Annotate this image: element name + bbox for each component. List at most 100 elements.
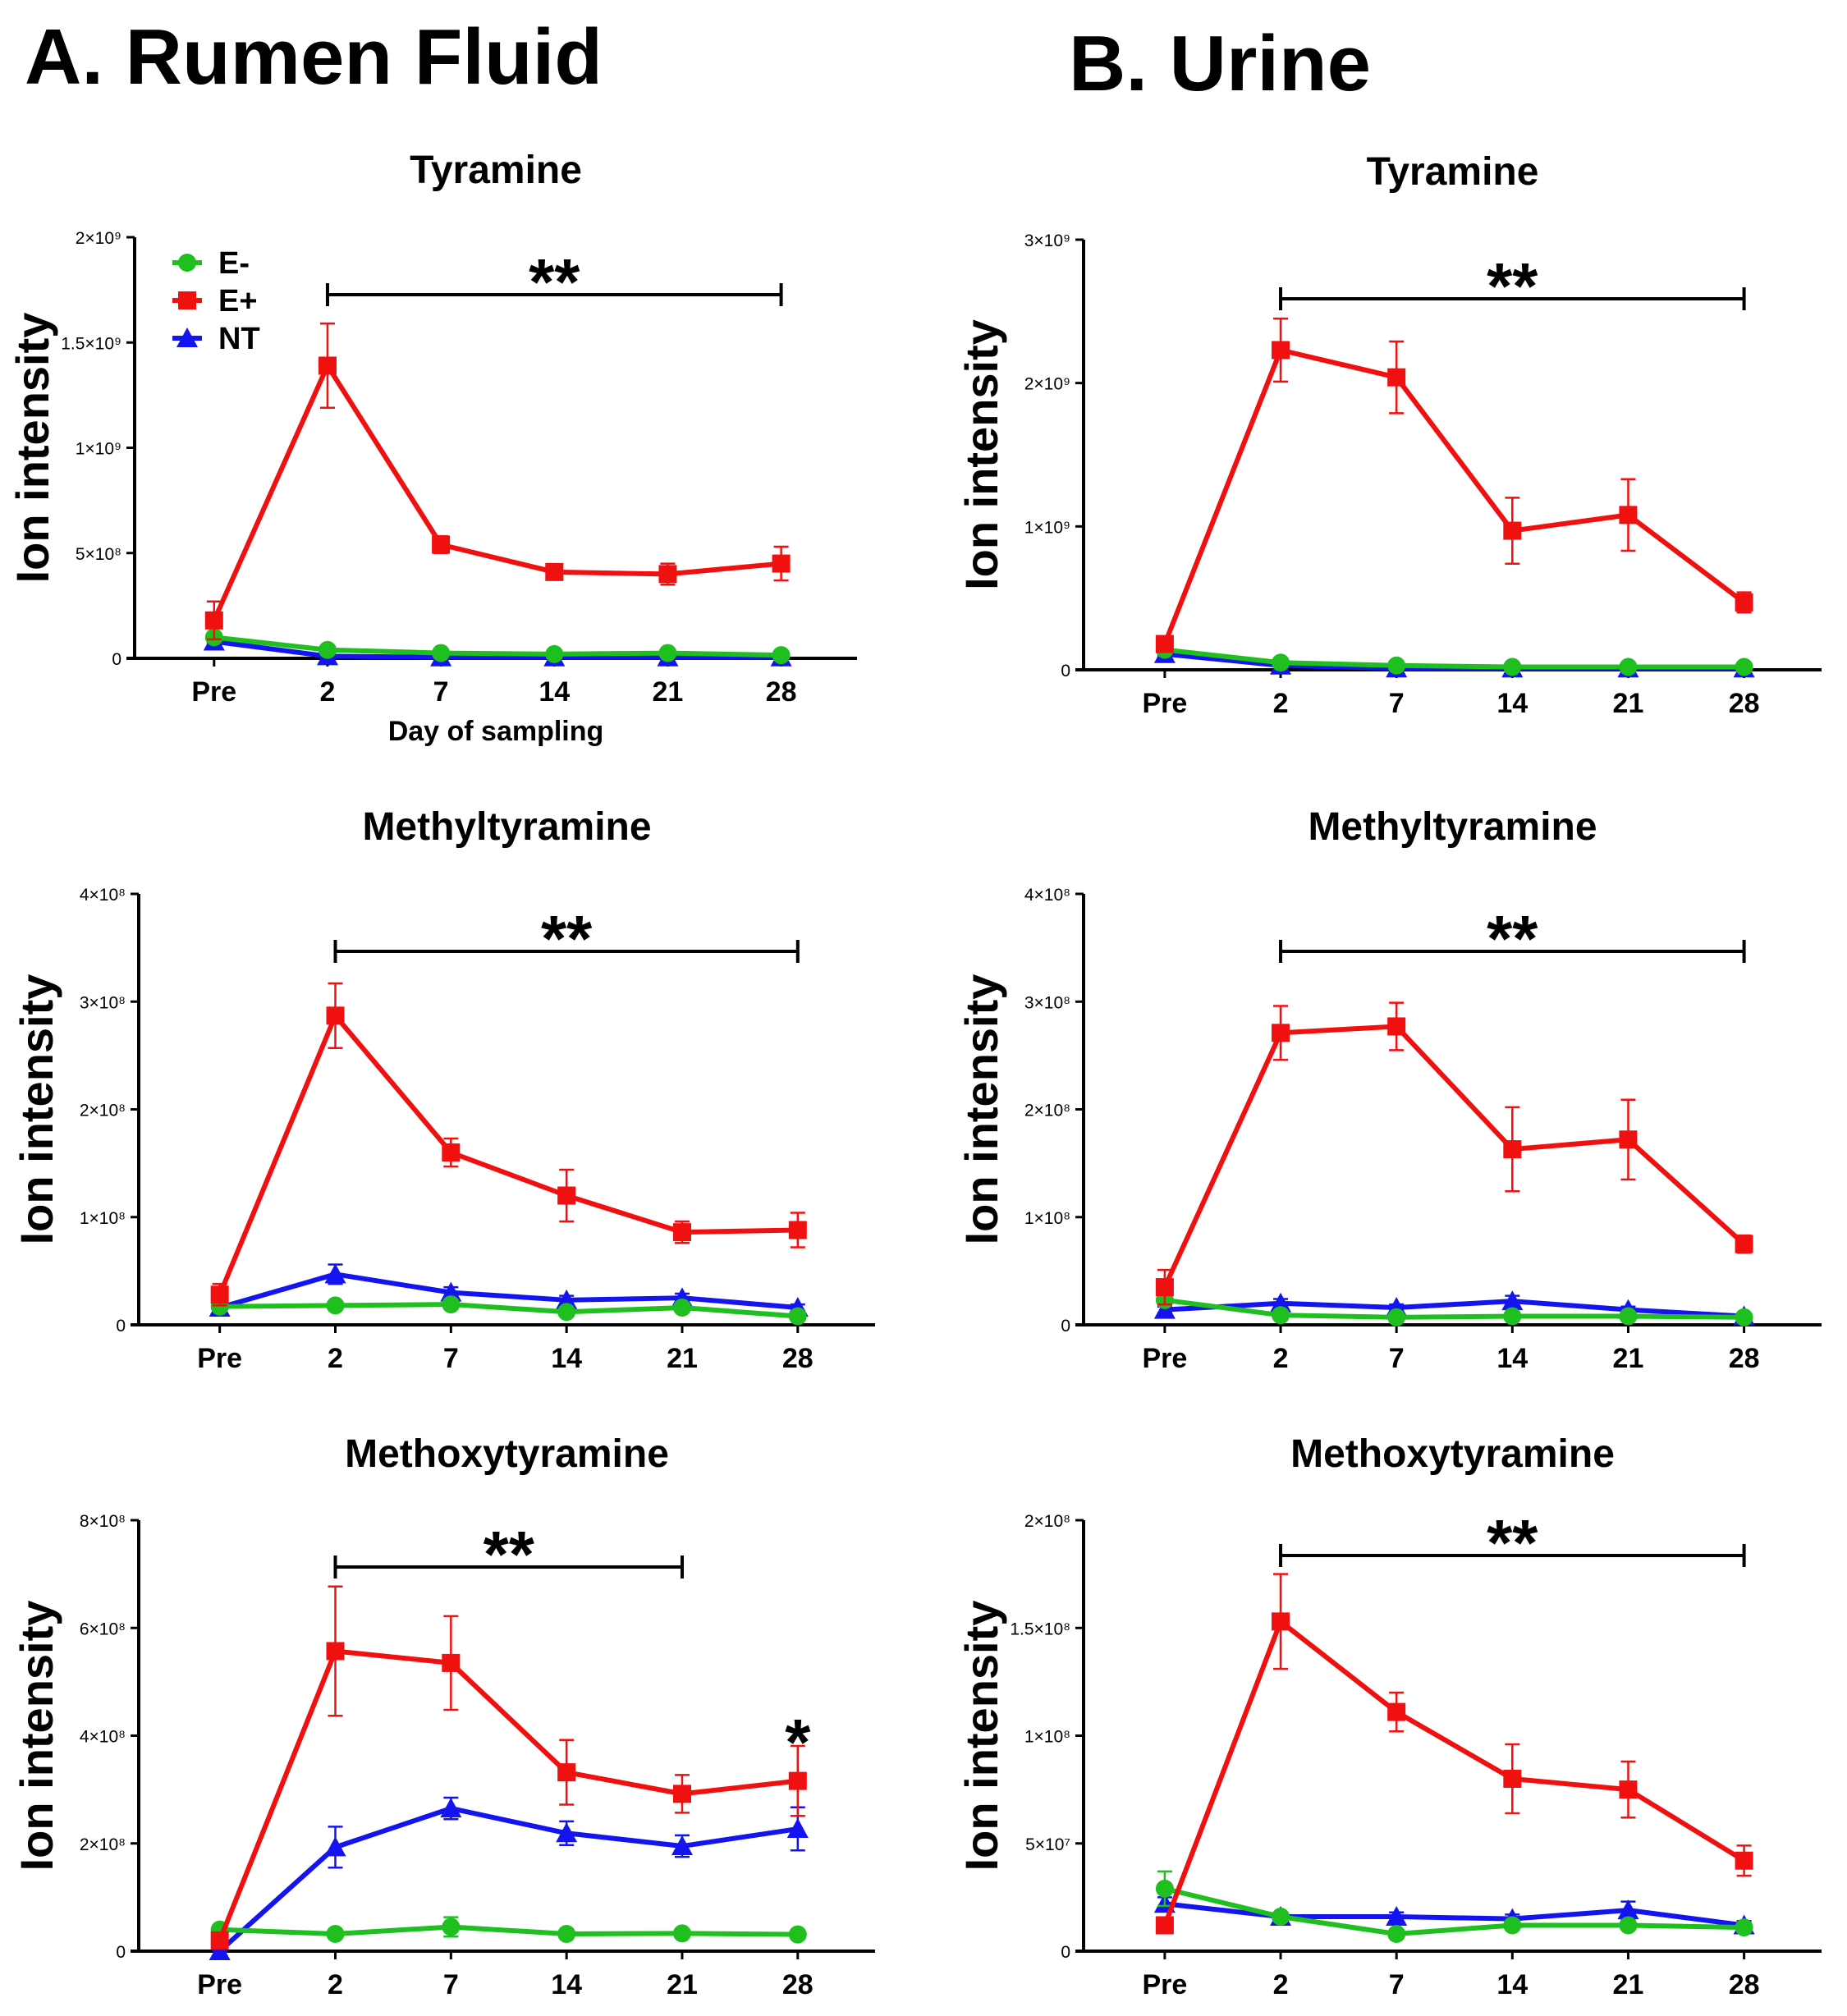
data-point [1386,1906,1408,1926]
series-line [217,1013,798,1296]
y-tick-label: 0 [116,1943,126,1962]
legend-square-icon [178,291,196,309]
data-point [440,1281,462,1302]
x-tick-label: 21 [667,1343,698,1374]
chart-a-tyramine: Tyramine Ion intensity Day of sampling 0 5×1… [7,149,857,747]
significance-label: ** [1487,902,1538,975]
significance-label: ** [484,1518,535,1591]
data-point [1503,1916,1522,1935]
data-point [1501,1290,1524,1311]
series-eplus [204,322,791,641]
series-line [1162,347,1746,645]
y-tick-label: 1×10⁹ [1024,518,1070,537]
data-point [672,1785,691,1803]
y-tick-label: 3×10⁹ [1024,231,1070,250]
y-tick-label: 3×10⁸ [1024,993,1070,1012]
series-line [1162,1024,1746,1289]
legend-label: E- [218,246,250,281]
data-point [1387,1308,1406,1326]
data-point [1619,1307,1638,1326]
data-point [557,1186,576,1205]
data-point [1270,1292,1292,1313]
series-eminus [1155,1290,1753,1326]
series-eminus [1155,1870,1753,1943]
chart-title: Methoxytyramine [345,1432,669,1476]
data-point [658,644,677,662]
y-tick-label: 5×10⁸ [76,545,121,564]
legend-circle-icon [178,254,196,272]
data-point [442,1143,461,1161]
data-point [1503,1140,1522,1159]
series-nt [203,630,792,667]
data-point [672,1223,691,1242]
chart-b-methoxytyramine: Methoxytyramine Ion intensity 0 5×10⁷ 1×10⁸ 1… [956,1432,1822,2000]
significance-label: ** [541,902,593,975]
significance-label: * [785,1706,811,1779]
data-point [209,1940,231,1960]
data-point [1387,1925,1406,1943]
data-point [1503,1770,1522,1788]
data-point [210,1285,229,1304]
data-point [658,565,677,584]
y-tick-label: 4×10⁸ [1024,886,1070,905]
x-tick-label: 14 [551,1343,582,1374]
x-tick-label: 2 [1273,1343,1289,1374]
chart-title: Methyltyramine [1308,805,1597,849]
series-nt [1153,1290,1755,1326]
x-tick-label: 7 [1389,1343,1405,1374]
y-tick-label: 2×10⁹ [1024,375,1070,394]
x-tick-label: 21 [667,1969,698,2000]
data-point [545,562,564,581]
x-tick-label: Pre [197,1343,242,1374]
data-point [772,646,791,665]
chart-b-tyramine: Tyramine Ion intensity 0 1×10⁹ 2×10⁹ 3×10⁹ Pre… [956,150,1822,719]
x-tick-label: 14 [551,1969,582,2000]
data-point [326,1006,345,1025]
data-point [1735,1918,1753,1937]
data-point [1272,1024,1290,1042]
chart-title: Methoxytyramine [1290,1432,1615,1476]
series-line [217,1648,799,1941]
data-point [324,1836,346,1857]
data-point [1735,1308,1753,1326]
series-line [1164,1299,1744,1319]
x-tick-label: Pre [1142,1969,1187,2000]
chart-a-methyltyramine: Methyltyramine Ion intensity 0 1×10⁸ 2×10⁸ 3×… [11,805,875,1374]
series-line [1164,647,1744,670]
x-tick-label: 2 [1273,1969,1289,2000]
data-point [788,1221,807,1239]
y-tick-label: 2×10⁸ [80,1835,126,1854]
data-point [1619,1780,1638,1799]
data-point [1387,1702,1406,1721]
data-point [671,1835,693,1856]
series-eplus [210,1585,807,1950]
data-point [324,1263,346,1284]
series-eplus [210,982,807,1307]
series-line [218,1806,799,1954]
y-tick-label: 5×10⁷ [1025,1835,1070,1854]
data-point [788,1771,807,1790]
x-tick-label: Pre [191,676,236,708]
x-tick-label: 7 [443,1343,459,1374]
data-point [440,1798,462,1818]
y-tick-label: 1.5×10⁹ [61,334,121,353]
series-line [213,635,781,658]
series-eminus [210,1916,807,1944]
x-tick-label: 21 [653,676,684,708]
data-point [326,1925,345,1943]
data-point [1155,1916,1174,1935]
data-point [772,554,791,573]
series-eminus [210,1295,807,1326]
data-point [557,1763,576,1782]
data-point [1387,1017,1406,1036]
data-point [1503,657,1522,676]
series-line [212,363,781,622]
y-tick-label: 8×10⁸ [80,1512,126,1531]
data-point [556,1289,578,1309]
x-tick-label: Pre [1142,688,1187,719]
x-tick-label: Pre [1142,1343,1187,1374]
x-tick-label: 28 [1729,1343,1760,1374]
series-eplus [1155,317,1753,653]
data-point [1735,593,1753,612]
x-tick-label: 2 [319,676,335,708]
